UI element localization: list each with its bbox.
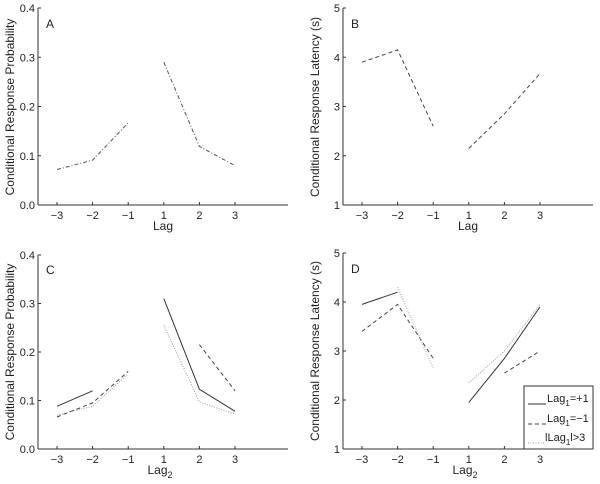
- x-axis-label-b: Lag: [458, 219, 478, 233]
- x-tick-label: 1: [161, 210, 167, 222]
- series-line: [56, 122, 129, 170]
- panel-a: 0.0 0.1 0.2 0.3 0.4 −3 −2 −1 1 2 3: [20, 3, 288, 222]
- series-line: [361, 49, 434, 127]
- legend-label-lag1-minus1: Lag1=−1: [547, 413, 589, 428]
- x-tick-label: −2: [391, 454, 404, 466]
- x-tick-label: 2: [501, 210, 507, 222]
- series-line: [468, 73, 541, 149]
- series-line: [163, 298, 236, 412]
- y-tick-label: 0.3: [20, 52, 35, 64]
- x-tick-label: −3: [356, 210, 369, 222]
- y-axis-label-d: Conditional Response Latency (s): [308, 261, 322, 441]
- x-tick-label: 3: [232, 210, 238, 222]
- x-axis-label-c: Lag2: [147, 463, 172, 480]
- series-line: [56, 390, 93, 407]
- y-axis-label-a: Conditional Response Probability: [3, 19, 17, 196]
- series-line: [56, 373, 129, 416]
- series-line: [361, 303, 434, 359]
- y-tick-label: 0.4: [20, 250, 35, 262]
- y-tick-label: 0.4: [20, 3, 35, 15]
- panel-letter-a: A: [46, 17, 54, 31]
- legend-label-lag1-plus1: Lag1=+1: [547, 393, 589, 408]
- x-tick-label: −1: [427, 454, 440, 466]
- x-tick-label: −2: [86, 454, 99, 466]
- legend-box: [523, 385, 594, 450]
- x-axis-label-d: Lag2: [452, 463, 477, 480]
- series-line: [199, 344, 236, 392]
- x-tick-label: −1: [122, 210, 135, 222]
- y-tick-label: 3: [334, 346, 340, 358]
- series-line: [163, 62, 236, 167]
- x-tick-label: 1: [161, 454, 167, 466]
- panel-letter-b: B: [351, 17, 359, 31]
- y-tick-label: 1: [334, 444, 340, 456]
- y-tick-label: 0.0: [20, 444, 35, 456]
- y-tick-label: 0.0: [20, 200, 35, 212]
- panel-c: 0.0 0.1 0.2 0.3 0.4 −3 −2 −1 1 2 3: [20, 250, 288, 466]
- y-tick-label: 0.2: [20, 102, 35, 114]
- x-tick-label: 2: [196, 454, 202, 466]
- y-tick-label: 4: [334, 52, 340, 64]
- panel-b: 1 2 3 4 5 −3 −2 −1 1 2 3: [334, 3, 593, 222]
- x-tick-label: −2: [86, 210, 99, 222]
- y-tick-label: 5: [334, 3, 340, 15]
- x-tick-label: −3: [51, 454, 64, 466]
- x-tick-label: 3: [537, 210, 543, 222]
- y-tick-label: 0.1: [20, 396, 35, 408]
- panel-letter-d: D: [351, 262, 360, 276]
- y-tick-label: 0.1: [20, 151, 35, 163]
- x-tick-label: −3: [51, 210, 64, 222]
- x-tick-label: −1: [122, 454, 135, 466]
- series-line: [468, 306, 541, 403]
- y-tick-label: 2: [334, 151, 340, 163]
- series-line: [397, 287, 434, 369]
- x-tick-label: 2: [501, 454, 507, 466]
- y-tick-label: 5: [334, 248, 340, 260]
- series-line: [361, 291, 398, 305]
- panel-letter-c: C: [46, 263, 55, 277]
- x-tick-label: 2: [196, 210, 202, 222]
- series-line: [163, 325, 236, 415]
- x-tick-label: −1: [427, 210, 440, 222]
- y-axis-label-b: Conditional Response Latency (s): [308, 17, 322, 197]
- x-tick-label: 3: [537, 454, 543, 466]
- x-tick-label: −3: [356, 454, 369, 466]
- series-line: [468, 304, 541, 384]
- panel-d: 1 2 3 4 5 −3 −2 −1 1 2 3: [334, 248, 593, 466]
- y-tick-label: 3: [334, 102, 340, 114]
- x-axis-label-a: Lag: [153, 219, 173, 233]
- y-tick-label: 0.3: [20, 299, 35, 311]
- series-line: [56, 371, 129, 418]
- legend-label-abs-lag1-gt3: lLag1l>3: [545, 432, 585, 447]
- y-tick-label: 4: [334, 297, 340, 309]
- y-axis-label-c: Conditional Response Probability: [3, 264, 17, 441]
- y-tick-label: 1: [334, 200, 340, 212]
- y-tick-label: 0.2: [20, 347, 35, 359]
- x-tick-label: −2: [391, 210, 404, 222]
- legend: Lag1=+1 Lag1=−1 lLag1l>3: [523, 385, 594, 450]
- series-line: [504, 350, 541, 374]
- x-tick-label: 1: [466, 210, 472, 222]
- x-tick-label: 3: [232, 454, 238, 466]
- x-tick-label: 1: [466, 454, 472, 466]
- y-tick-label: 2: [334, 395, 340, 407]
